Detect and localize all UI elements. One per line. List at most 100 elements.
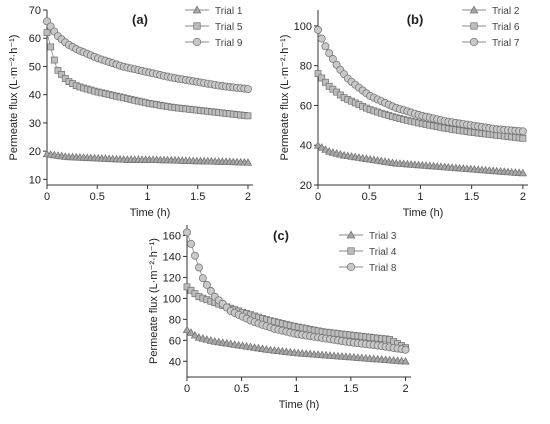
data-point xyxy=(244,85,252,93)
x-tick-label: 1.5 xyxy=(343,383,358,395)
panel-label: (a) xyxy=(132,12,148,27)
legend-label: Trial 9 xyxy=(215,38,243,49)
data-point xyxy=(43,29,51,36)
data-point xyxy=(50,56,58,64)
y-tick-label: 40 xyxy=(300,140,312,152)
y-tick-label: 30 xyxy=(29,118,41,130)
legend-label: Trial 4 xyxy=(369,247,397,258)
legend-marker xyxy=(347,247,355,255)
x-tick-label: 1.5 xyxy=(190,191,205,203)
legend-marker xyxy=(346,262,356,272)
data-point xyxy=(54,66,62,74)
legend-entry: Trial 3 xyxy=(339,230,397,242)
data-point xyxy=(401,345,410,354)
data-point xyxy=(243,158,253,166)
x-tick-label: 1.5 xyxy=(464,191,479,203)
legend-label: Trial 2 xyxy=(492,6,520,17)
series-trial-9 xyxy=(43,17,252,93)
x-tick-label: 0.5 xyxy=(90,191,105,203)
x-tick-label: 0 xyxy=(44,191,50,203)
chart-panel-2: 0 0.5 1 1.5 2 20 40 60 80 100 Time (h) Permeate flu… xyxy=(279,5,528,219)
data-point xyxy=(58,70,66,78)
data-point xyxy=(186,328,196,336)
data-point xyxy=(182,325,192,334)
x-axis-label: Time (h) xyxy=(130,207,171,219)
y-tick-label: 70 xyxy=(29,5,41,17)
series-trial-2 xyxy=(313,140,528,177)
series-trial-8 xyxy=(183,228,410,354)
legend-marker xyxy=(192,5,202,14)
data-point xyxy=(244,112,252,120)
y-tick-label: 40 xyxy=(29,90,41,102)
series-trial-5 xyxy=(43,29,252,120)
x-axis-label: Time (h) xyxy=(279,399,320,411)
data-point xyxy=(314,70,322,78)
y-tick-label: 80 xyxy=(169,314,181,326)
data-point xyxy=(183,283,191,291)
legend-marker xyxy=(470,22,478,30)
x-tick-label: 1 xyxy=(293,383,299,395)
legend-label: Trial 7 xyxy=(492,38,520,49)
data-point xyxy=(313,140,323,149)
x-axis-label: Time (h) xyxy=(403,207,444,219)
x-tick-label: 2 xyxy=(520,191,526,203)
legend-entry: Trial 2 xyxy=(462,5,520,17)
legend-entry: Trial 1 xyxy=(185,5,243,17)
y-tick-label: 10 xyxy=(29,174,41,186)
x-tick-label: 1 xyxy=(417,191,423,203)
x-tick-label: 2 xyxy=(402,383,408,395)
data-point xyxy=(518,168,528,177)
y-axis-label: Permeate flux (L·m⁻²·h⁻¹) xyxy=(8,35,20,161)
x-tick-label: 1 xyxy=(144,191,150,203)
legend-label: Trial 8 xyxy=(369,263,397,274)
y-tick-label: 20 xyxy=(29,146,41,158)
data-point xyxy=(183,228,191,237)
series-trial-6 xyxy=(314,70,527,142)
y-tick-label: 120 xyxy=(163,272,181,284)
data-point xyxy=(202,280,211,289)
data-point xyxy=(187,239,195,248)
legend-marker xyxy=(469,5,479,14)
data-point xyxy=(519,134,527,142)
data-point xyxy=(47,43,55,51)
series-trial-7 xyxy=(314,25,527,136)
legend-label: Trial 5 xyxy=(215,22,243,33)
data-point xyxy=(321,42,330,51)
y-tick-label: 140 xyxy=(163,251,181,263)
legend-entry: Trial 8 xyxy=(339,262,397,274)
y-tick-label: 60 xyxy=(169,335,181,347)
data-point xyxy=(314,25,322,34)
data-point xyxy=(325,49,334,58)
data-point xyxy=(198,274,207,283)
y-tick-label: 60 xyxy=(300,100,312,112)
data-point xyxy=(318,74,326,82)
panel-label: (b) xyxy=(407,12,424,27)
y-tick-label: 100 xyxy=(294,21,312,33)
legend-entry: Trial 4 xyxy=(339,247,397,258)
legend-entry: Trial 5 xyxy=(185,22,243,33)
y-tick-label: 160 xyxy=(163,230,181,242)
legend-entry: Trial 9 xyxy=(185,37,243,49)
x-tick-label: 2 xyxy=(245,191,251,203)
x-tick-label: 0 xyxy=(184,383,190,395)
legend-marker xyxy=(192,37,202,47)
data-point xyxy=(187,286,195,294)
legend-marker xyxy=(193,22,201,30)
y-tick-label: 80 xyxy=(300,61,312,73)
legend-label: Trial 3 xyxy=(369,231,397,242)
data-point xyxy=(206,286,215,295)
y-tick-label: 100 xyxy=(163,293,181,305)
data-point xyxy=(518,127,527,136)
y-tick-label: 20 xyxy=(300,180,312,192)
data-point xyxy=(328,55,337,63)
legend-marker xyxy=(469,37,479,47)
legend-label: Trial 1 xyxy=(215,6,243,17)
legend-entry: Trial 6 xyxy=(462,22,520,33)
chart-panel-3: 0 0.5 1 1.5 2 40 60 80 100 120 140 160 Time (h) Perme… xyxy=(148,225,411,411)
series-trial-3 xyxy=(182,325,410,365)
data-point xyxy=(401,356,410,365)
y-axis-label: Permeate flux (L·m⁻²·h⁻¹) xyxy=(279,35,291,161)
x-tick-label: 0.5 xyxy=(234,383,249,395)
data-point xyxy=(190,251,199,260)
